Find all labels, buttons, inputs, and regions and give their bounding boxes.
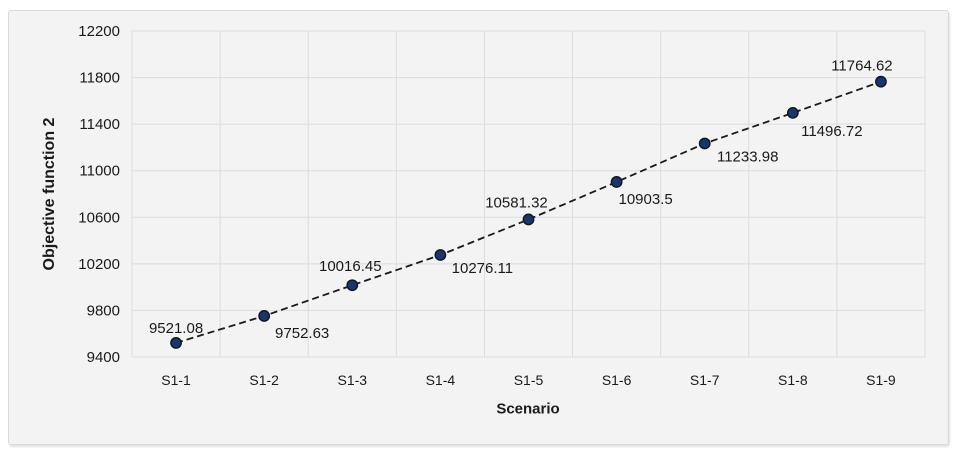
data-point — [698, 137, 711, 150]
y-tick-label: 11000 — [79, 163, 120, 180]
data-point — [170, 337, 182, 349]
data-series — [170, 75, 887, 349]
x-tick-label: S1-8 — [778, 372, 808, 388]
y-tick-label: 10600 — [78, 209, 120, 226]
data-point-label: 11496.72 — [801, 123, 862, 140]
x-tick-label: S1-7 — [690, 372, 720, 388]
data-point — [434, 249, 447, 261]
axis-tick-labels: 9400 9800 10200 10600 11000 11400 11800 12200 S1… — [78, 23, 896, 388]
data-labels: 9521.08 9752.63 10016.45 10276.11 10581.32 10… — [149, 58, 893, 342]
y-axis-title: Objective function 2 — [41, 117, 58, 271]
data-point-label: 10903.5 — [618, 191, 672, 208]
data-point-label: 10016.45 — [319, 258, 382, 275]
x-tick-label: S1-4 — [426, 372, 456, 388]
data-point-label: 11764.62 — [831, 58, 892, 75]
data-point — [522, 213, 535, 226]
trend-line — [175, 80, 882, 344]
x-tick-label: S1-3 — [337, 372, 367, 388]
data-point-label: 9752.63 — [275, 325, 329, 342]
x-tick-label: S1-6 — [602, 372, 632, 388]
y-tick-label: 9800 — [87, 302, 120, 319]
y-tick-label: 9400 — [87, 349, 120, 366]
data-point — [610, 176, 623, 188]
y-tick-label: 12200 — [78, 23, 120, 40]
y-tick-label: 11800 — [79, 70, 120, 87]
y-tick-label: 11400 — [79, 116, 120, 133]
data-point-label: 10276.11 — [452, 260, 513, 277]
chart-card — [8, 10, 949, 445]
x-axis-title: Scenario — [496, 400, 560, 418]
x-tick-label: S1-1 — [161, 372, 191, 388]
data-point-label: 10581.32 — [485, 194, 548, 211]
x-tick-label: S1-2 — [249, 372, 279, 388]
data-point — [258, 310, 271, 322]
x-tick-label: S1-9 — [866, 372, 896, 388]
data-point — [786, 106, 799, 119]
x-tick-label: S1-5 — [514, 372, 544, 388]
data-point — [346, 279, 359, 292]
data-point — [875, 75, 887, 88]
data-point-label: 9521.08 — [149, 320, 203, 337]
y-tick-label: 10200 — [78, 256, 120, 273]
data-point-label: 11233.98 — [717, 148, 778, 165]
